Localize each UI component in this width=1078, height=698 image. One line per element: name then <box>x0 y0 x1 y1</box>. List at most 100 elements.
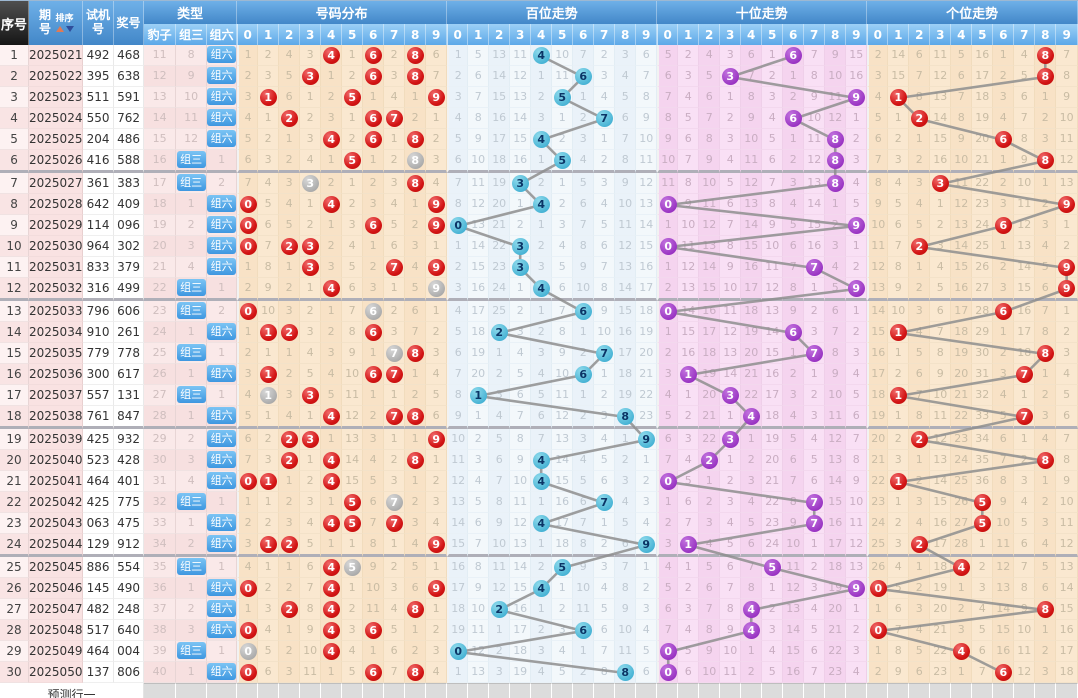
miss-cell: 5 <box>594 599 616 620</box>
miss-cell: 6 <box>720 557 742 578</box>
miss-cell: 6 <box>426 406 448 429</box>
hit-cell: 8 <box>405 45 427 66</box>
miss-cell: 7 <box>993 450 1015 471</box>
miss-cell: 15 <box>615 301 637 322</box>
trend-circle: 3 <box>301 430 319 448</box>
miss-cell: 7 <box>762 173 784 194</box>
miss-cell: 2 <box>279 578 301 599</box>
miss-cell: 33 <box>972 406 994 429</box>
miss-cell: 1 <box>573 385 595 406</box>
digit-header-tens-1: 1 <box>678 24 700 45</box>
miss-cell: 14 <box>678 301 700 322</box>
miss-cell: 5 <box>783 429 805 450</box>
group6-cell: 1 <box>207 150 238 173</box>
miss-cell: 7 <box>552 301 574 322</box>
miss-cell: 1 <box>426 557 448 578</box>
miss-cell: 1 <box>909 450 931 471</box>
miss-cell: 12 <box>699 215 721 236</box>
trend-circle: 0 <box>659 195 677 213</box>
trend-circle: 0 <box>869 579 887 597</box>
col-header-period[interactable]: 期号 排序 <box>29 1 84 45</box>
leopard-cell: 29 <box>144 429 177 450</box>
miss-cell: 5 <box>1014 513 1036 534</box>
seq-cell: 10 <box>0 236 30 257</box>
group3-cell: 1 <box>176 513 208 534</box>
miss-cell: 12 <box>804 150 826 173</box>
table-row: 18 2025038 761 847 28 1 组六 5 1 4 1 4 12 2 7 8 6 9 1 4 7 6 12 2 3… <box>0 406 1078 429</box>
group6-cell: 组六 <box>207 45 238 66</box>
miss-cell: 6 <box>972 641 994 662</box>
footer-cell <box>804 683 826 698</box>
hit-cell: 4 <box>741 406 763 429</box>
hit-cell: 8 <box>405 129 427 150</box>
hit-cell: 7 <box>1014 406 1036 429</box>
miss-cell: 6 <box>636 662 658 683</box>
seq-cell: 20 <box>0 450 30 471</box>
miss-cell: 16 <box>636 257 658 278</box>
type-tag: 组六 <box>207 514 237 531</box>
miss-cell: 11 <box>699 194 721 215</box>
miss-cell: 6 <box>1035 578 1057 599</box>
miss-cell: 4 <box>447 301 469 322</box>
miss-cell: 4 <box>1035 236 1057 257</box>
prize-number-cell: 248 <box>114 599 145 620</box>
leopard-cell: 37 <box>144 599 177 620</box>
digit-header-hundreds-9: 9 <box>636 24 658 45</box>
miss-cell: 15 <box>846 45 868 66</box>
miss-cell: 10 <box>1014 620 1036 641</box>
miss-cell: 10 <box>468 599 490 620</box>
miss-cell: 11 <box>657 173 679 194</box>
miss-cell: 1 <box>888 406 910 429</box>
miss-cell: 3 <box>720 492 742 513</box>
prize-number-cell: 490 <box>114 578 145 599</box>
miss-cell: 3 <box>804 578 826 599</box>
miss-cell: 11 <box>846 513 868 534</box>
trend-circle: 8 <box>406 407 424 425</box>
digit-header-units-8: 8 <box>1035 24 1057 45</box>
miss-cell: 3 <box>951 620 973 641</box>
hit-cell: 4 <box>531 129 553 150</box>
miss-cell: 11 <box>300 662 322 683</box>
miss-cell: 2 <box>636 578 658 599</box>
miss-cell: 9 <box>720 257 742 278</box>
footer-row: 预测行一 <box>0 683 1078 698</box>
miss-cell: 28 <box>951 534 973 557</box>
hit-cell: 9 <box>846 278 868 301</box>
miss-cell: 11 <box>342 385 364 406</box>
type-tag: 组六 <box>207 535 237 552</box>
miss-cell: 3 <box>384 66 406 87</box>
leopard-cell: 21 <box>144 257 177 278</box>
miss-cell: 1 <box>300 87 322 108</box>
hit-cell: 8 <box>405 150 427 173</box>
trend-circle: 2 <box>280 430 298 448</box>
table-row: 10 2025030 964 302 20 3 组六 0 7 2 3 2 4 1 6 3 1 1 14 22 3 2 4 8 6… <box>0 236 1078 257</box>
period-cell: 2025028 <box>29 194 84 215</box>
miss-cell: 6 <box>573 194 595 215</box>
miss-cell: 6 <box>237 150 259 173</box>
miss-cell: 3 <box>237 87 259 108</box>
type-tag: 组三 <box>176 493 206 510</box>
miss-cell: 29 <box>972 322 994 343</box>
type-tag: 组六 <box>207 600 237 617</box>
miss-cell: 2 <box>846 129 868 150</box>
miss-cell: 5 <box>1035 557 1057 578</box>
miss-cell: 9 <box>825 364 847 385</box>
miss-cell: 22 <box>636 385 658 406</box>
miss-cell: 2 <box>762 599 784 620</box>
trend-circle: 4 <box>742 621 760 639</box>
sort-ascending-icon[interactable] <box>55 25 64 32</box>
miss-cell: 18 <box>510 641 532 662</box>
miss-cell: 4 <box>237 557 259 578</box>
miss-cell: 14 <box>510 108 532 129</box>
period-cell: 2025033 <box>29 301 84 322</box>
hit-cell: 4 <box>321 578 343 599</box>
trend-circle: 7 <box>385 258 403 276</box>
trend-circle: 1 <box>679 535 697 553</box>
miss-cell: 6 <box>741 534 763 557</box>
miss-cell: 7 <box>720 578 742 599</box>
miss-cell: 9 <box>699 150 721 173</box>
group3-cell: 2 <box>176 599 208 620</box>
miss-cell: 4 <box>972 599 994 620</box>
sort-descending-icon[interactable] <box>65 25 74 32</box>
footer-cell <box>615 683 637 698</box>
